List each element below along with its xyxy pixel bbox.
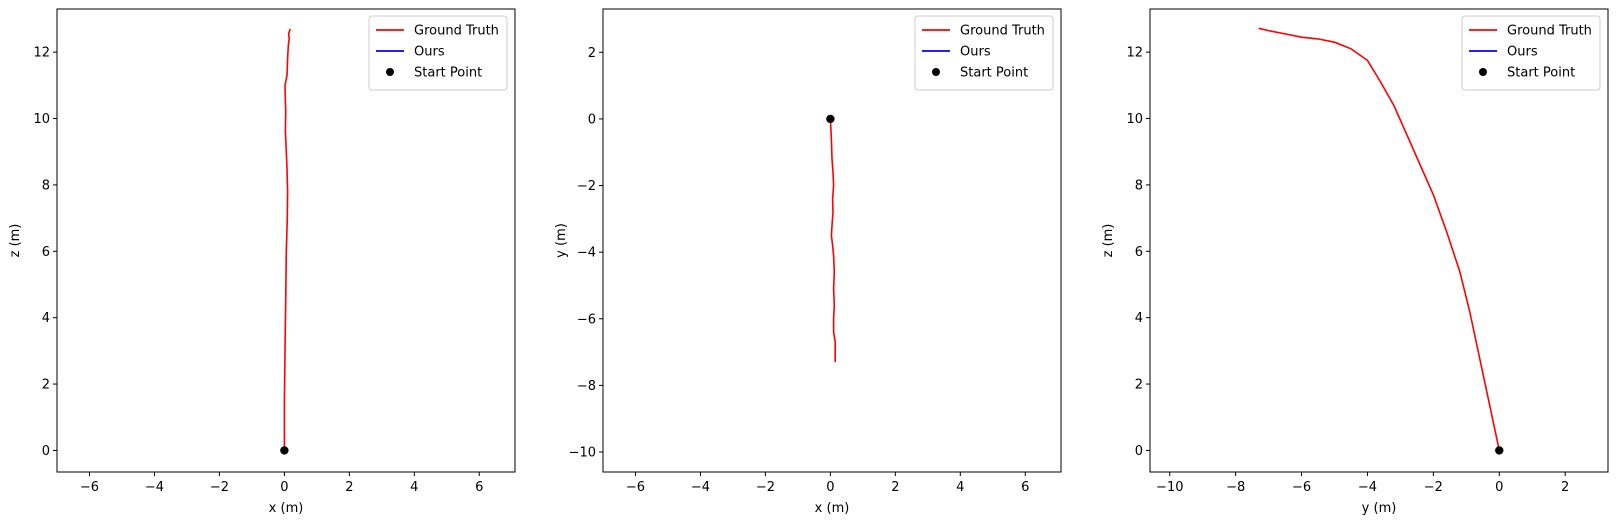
x-tick-label: −2 <box>1424 480 1443 495</box>
y-tick-label: 12 <box>33 46 50 61</box>
x-tick-label: 6 <box>475 480 483 495</box>
legend-box <box>368 15 508 91</box>
x-tick-label: 2 <box>891 480 899 495</box>
x-tick-label: −6 <box>626 480 645 495</box>
y-tick-label: 8 <box>42 178 50 193</box>
x-tick-label: 4 <box>410 480 418 495</box>
x-tick-label: −8 <box>1226 480 1245 495</box>
xlabel: y (m) <box>1362 501 1397 516</box>
y-tick-label: 2 <box>1135 378 1143 393</box>
legend: Ground Truth Ours Start Point <box>914 15 1054 91</box>
y-tick-label: 4 <box>42 311 50 326</box>
x-tick-label: 2 <box>345 480 353 495</box>
legend-handle-start-point <box>932 68 940 76</box>
axes-frame <box>56 8 516 473</box>
x-tick-label: −4 <box>1358 480 1377 495</box>
y-tick-label: 4 <box>1135 311 1143 326</box>
series-line-ground-truth <box>283 28 291 451</box>
y-tick-label: 6 <box>1135 245 1143 260</box>
start-point-marker <box>1495 446 1504 455</box>
y-tick-label: −2 <box>577 179 596 194</box>
start-point-marker <box>826 114 835 124</box>
ylabel: z (m) <box>1101 224 1116 258</box>
series-line-ground-truth <box>829 118 836 363</box>
axes-frame <box>602 8 1062 473</box>
y-tick-label: 10 <box>33 112 50 127</box>
y-tick-label: 2 <box>42 378 50 393</box>
y-tick-label: −6 <box>577 312 596 327</box>
y-tick-label: −8 <box>577 379 596 394</box>
legend-label-ground-truth: Ground Truth <box>960 24 1045 39</box>
xlabel: x (m) <box>815 501 850 516</box>
xlabel: x (m) <box>269 501 304 516</box>
legend-label-ours: Ours <box>960 45 991 60</box>
start-point-marker <box>280 446 289 455</box>
subplot-1: −6 −4 −2 0 2 4 6 0 2 4 6 8 10 12 x (m) z (m) Ground T… <box>8 8 516 516</box>
legend-label-ground-truth: Ground Truth <box>1507 24 1592 39</box>
y-tick-label: 6 <box>42 245 50 260</box>
y-tick-label: 8 <box>1135 178 1143 193</box>
legend-label-ours: Ours <box>1507 45 1538 60</box>
x-tick-label: −2 <box>756 480 775 495</box>
x-tick-label: −6 <box>80 480 99 495</box>
x-tick-label: 4 <box>956 480 964 495</box>
x-tick-label: 0 <box>826 480 834 495</box>
axes-frame <box>1149 8 1609 473</box>
legend-box <box>914 15 1054 91</box>
y-tick-label: 2 <box>588 46 596 61</box>
y-tick-label: 0 <box>1135 444 1143 459</box>
y-tick-label: 10 <box>1126 112 1143 127</box>
legend-box <box>1461 15 1601 91</box>
y-tick-label: −4 <box>577 246 596 261</box>
ylabel: z (m) <box>8 224 23 258</box>
legend-label-ground-truth: Ground Truth <box>414 24 499 39</box>
x-tick-label: −2 <box>210 480 229 495</box>
x-tick-label: −4 <box>691 480 710 495</box>
x-tick-label: 2 <box>1561 480 1569 495</box>
x-tick-label: −10 <box>1156 480 1183 495</box>
subplot-3: −10 −8 −6 −4 −2 0 2 0 2 4 6 8 10 12 y (m) z (m) Groun… <box>1101 8 1609 516</box>
legend-label-ours: Ours <box>414 45 445 60</box>
series-line-ground-truth <box>1258 27 1501 451</box>
y-tick-label: 0 <box>588 112 596 127</box>
subplot-2: −6 −4 −2 0 2 4 6 −10 −8 −6 −4 −2 0 2 x (m) y (m) Grou… <box>554 8 1062 516</box>
legend-handle-start-point <box>1479 68 1487 76</box>
x-tick-label: 0 <box>1495 480 1503 495</box>
x-tick-label: 6 <box>1021 480 1029 495</box>
legend-label-start-point: Start Point <box>960 66 1028 81</box>
legend: Ground Truth Ours Start Point <box>368 15 508 91</box>
legend-label-start-point: Start Point <box>414 66 482 81</box>
x-tick-label: 0 <box>280 480 288 495</box>
x-tick-label: −4 <box>145 480 164 495</box>
x-tick-label: −6 <box>1292 480 1311 495</box>
legend: Ground Truth Ours Start Point <box>1461 15 1601 91</box>
y-tick-label: 12 <box>1126 46 1143 61</box>
legend-label-start-point: Start Point <box>1507 66 1575 81</box>
y-tick-label: 0 <box>42 444 50 459</box>
ylabel: y (m) <box>554 223 569 258</box>
y-tick-label: −10 <box>569 446 596 461</box>
legend-handle-start-point <box>386 68 394 76</box>
